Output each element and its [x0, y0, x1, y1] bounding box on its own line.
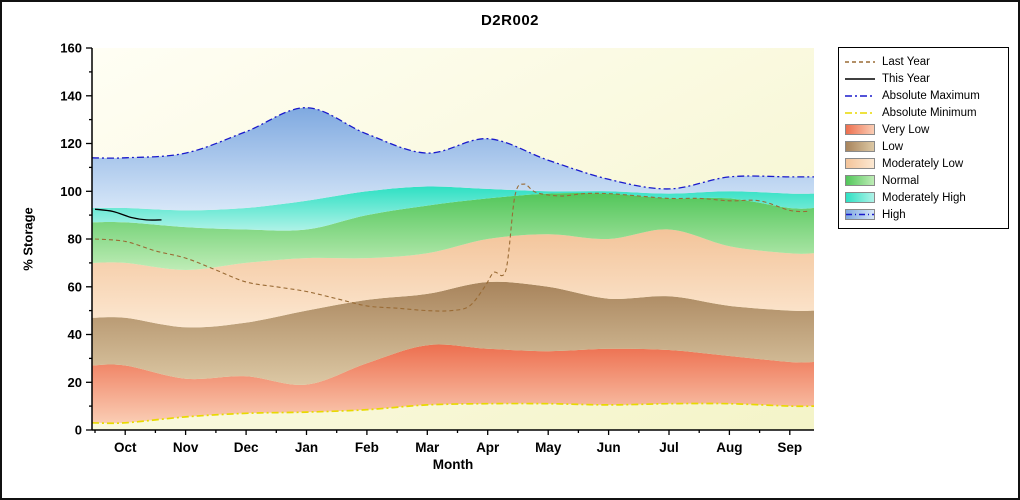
- legend-line-swatch: [845, 90, 875, 102]
- svg-text:Aug: Aug: [716, 440, 742, 455]
- svg-text:120: 120: [60, 136, 82, 151]
- legend-item: Last Year: [845, 53, 1002, 70]
- svg-text:Jun: Jun: [597, 440, 621, 455]
- legend-item: Absolute Minimum: [845, 104, 1002, 121]
- legend-item-label: Absolute Minimum: [882, 106, 977, 119]
- svg-text:Mar: Mar: [415, 440, 440, 455]
- svg-text:Jul: Jul: [659, 440, 679, 455]
- svg-text:100: 100: [60, 184, 82, 199]
- x-axis-label: Month: [432, 457, 474, 472]
- legend-item: This Year: [845, 70, 1002, 87]
- legend-line-swatch: [845, 56, 875, 68]
- legend-line-swatch: [845, 107, 875, 119]
- legend-item-label: High: [882, 208, 906, 221]
- svg-text:80: 80: [68, 232, 82, 247]
- legend-item: Absolute Maximum: [845, 87, 1002, 104]
- legend-item-label: Very Low: [882, 123, 930, 136]
- legend-item: Very Low: [845, 121, 1002, 138]
- svg-text:0: 0: [75, 423, 82, 438]
- svg-text:60: 60: [68, 279, 82, 294]
- svg-text:Dec: Dec: [234, 440, 259, 455]
- legend-item-label: Normal: [882, 174, 920, 187]
- legend-item: High: [845, 206, 1002, 223]
- legend-item: Moderately High: [845, 189, 1002, 206]
- legend-item-label: Low: [882, 140, 904, 153]
- svg-text:20: 20: [68, 375, 82, 390]
- legend-line-swatch: [845, 73, 875, 85]
- legend-item: Low: [845, 138, 1002, 155]
- legend-item-label: Moderately Low: [882, 157, 964, 170]
- y-axis-label: % Storage: [20, 207, 36, 271]
- svg-text:Oct: Oct: [114, 440, 137, 455]
- svg-text:160: 160: [60, 41, 82, 56]
- svg-text:Apr: Apr: [476, 440, 500, 455]
- svg-text:140: 140: [60, 88, 82, 103]
- legend-band-swatch: [845, 175, 875, 186]
- legend-band-swatch: [845, 192, 875, 203]
- legend-item-label: This Year: [882, 72, 930, 85]
- legend-item: Normal: [845, 172, 1002, 189]
- legend-item-label: Last Year: [882, 55, 930, 68]
- svg-text:May: May: [535, 440, 562, 455]
- legend-band-swatch: [845, 158, 875, 169]
- legend-band-swatch: [845, 141, 875, 152]
- svg-text:40: 40: [68, 327, 82, 342]
- legend-band-swatch: [845, 124, 875, 135]
- legend-item-label: Moderately High: [882, 191, 966, 204]
- legend: Last Year This Year Absolute Maximum Absolu…: [838, 47, 1009, 229]
- svg-text:Feb: Feb: [355, 440, 379, 455]
- chart-title: D2R002: [480, 12, 540, 29]
- legend-item: Moderately Low: [845, 155, 1002, 172]
- svg-text:Sep: Sep: [777, 440, 802, 455]
- svg-text:Jan: Jan: [295, 440, 318, 455]
- legend-item-label: Absolute Maximum: [882, 89, 980, 102]
- svg-text:Nov: Nov: [173, 440, 199, 455]
- legend-band-swatch: [845, 209, 875, 220]
